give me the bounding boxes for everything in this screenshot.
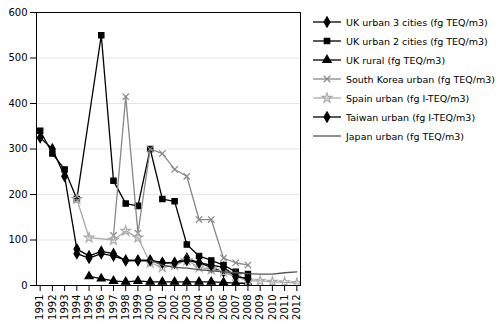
svg-text:100: 100	[8, 234, 27, 245]
svg-text:200: 200	[8, 189, 27, 200]
svg-text:2007: 2007	[230, 295, 241, 320]
html-text:UK urban 2 cities (fg TEQ/m3): UK urban 2 cities (fg TEQ/m3)	[346, 35, 488, 47]
svg-text:1997: 1997	[108, 295, 119, 320]
svg-text:2011: 2011	[279, 295, 290, 320]
svg-text:1995: 1995	[83, 295, 94, 320]
svg-text:2004: 2004	[193, 295, 204, 320]
svg-text:2005: 2005	[205, 295, 216, 320]
svg-text:2012: 2012	[291, 295, 302, 320]
html-text:South Korea urban (fg TEQ/m3): South Korea urban (fg TEQ/m3)	[346, 73, 495, 85]
svg-text:400: 400	[8, 98, 27, 109]
svg-text:1999: 1999	[132, 295, 143, 320]
svg-text:2001: 2001	[157, 295, 168, 320]
svg-text:600: 600	[8, 7, 27, 18]
svg-text:1998: 1998	[120, 295, 131, 320]
html-text:UK urban 3 cities (fg TEQ/m3): UK urban 3 cities (fg TEQ/m3)	[346, 16, 488, 28]
svg-text:1996: 1996	[95, 295, 106, 320]
html-text:Spain urban (fg I-TEQ/m3): Spain urban (fg I-TEQ/m3)	[346, 92, 470, 104]
svg-text:1994: 1994	[71, 295, 82, 320]
html-text:UK rural (fg TEQ/m3): UK rural (fg TEQ/m3)	[346, 54, 446, 66]
svg-text:0: 0	[21, 280, 27, 291]
svg-text:1991: 1991	[34, 295, 45, 320]
svg-text:1993: 1993	[59, 295, 70, 320]
html-text:Japan urban (fg TEQ/m3): Japan urban (fg TEQ/m3)	[346, 130, 464, 142]
svg-text:2009: 2009	[254, 295, 265, 320]
svg-text:2002: 2002	[169, 295, 180, 320]
svg-text:2003: 2003	[181, 295, 192, 320]
svg-text:2000: 2000	[144, 295, 155, 320]
svg-text:2006: 2006	[218, 295, 229, 320]
svg-text:2008: 2008	[242, 295, 253, 320]
svg-text:1992: 1992	[47, 295, 58, 320]
svg-text:300: 300	[8, 143, 27, 154]
html-text:Taiwan urban (fg I-TEQ/m3): Taiwan urban (fg I-TEQ/m3)	[346, 111, 476, 123]
svg-text:2010: 2010	[267, 295, 278, 320]
svg-text:500: 500	[8, 52, 27, 63]
